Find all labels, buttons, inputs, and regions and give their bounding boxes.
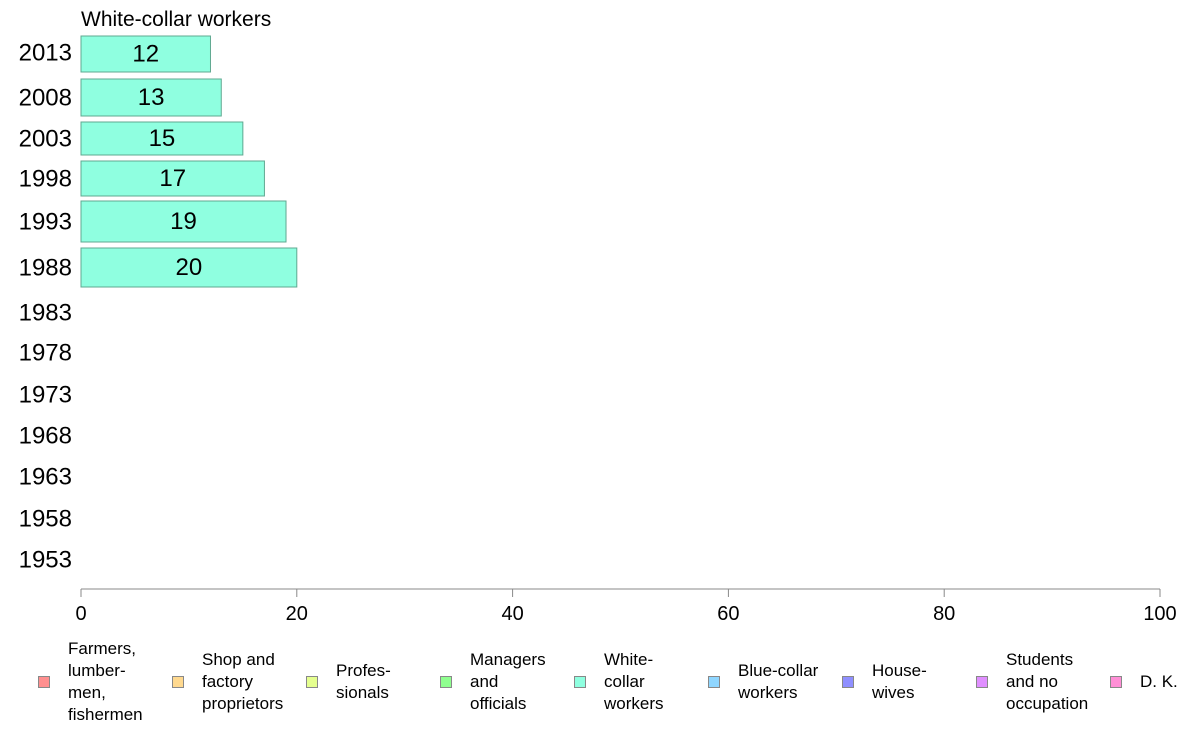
year-label-1993: 1993	[19, 208, 72, 235]
x-tick-label-40: 40	[501, 603, 523, 625]
bar-chart: White-collar workers 2013 12 2008 13 2003 15 19…	[19, 8, 1177, 625]
x-tick-label-60: 60	[717, 603, 739, 625]
legend-label: Blue-collar workers	[738, 661, 819, 702]
bar-value-2003: 15	[149, 125, 176, 152]
year-label-1988: 1988	[19, 254, 72, 281]
year-label-1958: 1958	[19, 505, 72, 532]
legend-item: Shop and factory proprietors	[172, 640, 283, 724]
year-label-1963: 1963	[19, 463, 72, 490]
legend-label: House- wives	[872, 661, 927, 702]
bar-value-2008: 13	[138, 84, 165, 111]
legend-swatch	[842, 676, 854, 688]
panel-title: White-collar workers	[81, 8, 271, 31]
x-tick-label-0: 0	[75, 603, 86, 625]
year-label-2013: 2013	[19, 39, 72, 66]
legend-label: Profes- sionals	[336, 661, 391, 702]
legend-item: White- collar workers	[574, 640, 664, 724]
bar-2008	[80, 78, 222, 117]
year-label-2003: 2003	[19, 125, 72, 152]
legend-label: White- collar workers	[604, 650, 664, 713]
legend: Farmers, lumber- men, fishermen Shop and …	[0, 639, 1188, 736]
x-tick-label-20: 20	[286, 603, 308, 625]
bar-value-1998: 17	[159, 165, 186, 192]
legend-label: Shop and factory proprietors	[202, 650, 284, 713]
legend-swatch	[708, 676, 720, 688]
legend-item: Students and no occupation	[976, 640, 1088, 724]
bar-value-1988: 20	[176, 254, 203, 281]
legend-label: D. K.	[1140, 672, 1178, 691]
x-tick-label-100: 100	[1143, 603, 1176, 625]
year-label-1978: 1978	[19, 339, 72, 366]
x-tick-label-80: 80	[933, 603, 955, 625]
legend-swatch	[976, 676, 988, 688]
year-label-1953: 1953	[19, 546, 72, 573]
year-label-1998: 1998	[19, 165, 72, 192]
legend-swatch	[574, 676, 586, 688]
legend-label: Students and no occupation	[1006, 650, 1089, 713]
legend-label: Managers and officials	[470, 650, 546, 713]
year-label-1973: 1973	[19, 381, 72, 408]
legend-item: Farmers, lumber- men, fishermen	[38, 639, 143, 724]
legend-item: Blue-collar workers	[708, 640, 818, 724]
bar-1988	[80, 247, 298, 288]
legend-swatch	[172, 676, 184, 688]
bar-2013	[80, 35, 211, 73]
legend-item: Managers and officials	[440, 640, 546, 724]
bar-value-1993: 19	[170, 208, 197, 235]
bar-1993	[80, 200, 287, 243]
year-label-2008: 2008	[19, 84, 72, 111]
legend-item: Profes- sionals	[306, 640, 391, 724]
legend-item: House- wives	[842, 640, 927, 724]
bar-value-2013: 12	[132, 40, 159, 67]
legend-swatch	[306, 676, 318, 688]
legend-swatch	[440, 676, 452, 688]
legend-label: Farmers, lumber- men, fishermen	[68, 639, 143, 724]
year-label-1983: 1983	[19, 299, 72, 326]
bar-1998	[80, 160, 265, 197]
legend-swatch	[38, 676, 50, 688]
year-label-1968: 1968	[19, 422, 72, 449]
legend-swatch	[1110, 676, 1122, 688]
bar-2003	[80, 121, 244, 156]
legend-item: D. K.	[1110, 640, 1178, 724]
